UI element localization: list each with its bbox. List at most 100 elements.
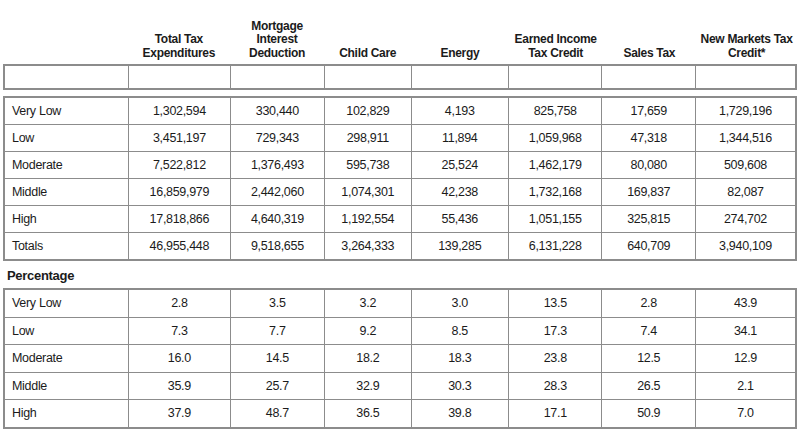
percentage-cell: 25.7 (230, 372, 324, 400)
amount-cell: 274,702 (695, 206, 796, 233)
percentage-cell: 7.4 (602, 317, 695, 345)
amount-cell: 640,709 (602, 233, 695, 261)
amount-cell: 42,238 (411, 179, 508, 206)
row-label: Moderate (4, 152, 129, 179)
percentage-cell: 17.3 (509, 317, 602, 345)
amount-cell: 298,911 (325, 125, 411, 152)
percentage-cell: 18.2 (325, 345, 411, 373)
header-cell-mortgage-interest-deduction: Mortgage Interest Deduction (230, 2, 325, 64)
percentage-cell: 18.3 (411, 345, 508, 373)
table-row-moderate: Moderate 7,522,812 1,376,493 595,738 25,… (4, 152, 796, 179)
amount-cell: 47,318 (602, 125, 695, 152)
percentage-cell: 7.3 (129, 317, 231, 345)
percentage-cell: 37.9 (129, 400, 231, 428)
amount-cell: 1,344,516 (695, 125, 796, 152)
amount-cell: 11,894 (411, 125, 508, 152)
amount-cell: 1,059,968 (509, 125, 602, 152)
table-row-pct-very-low: Very Low 2.8 3.5 3.2 3.0 13.5 2.8 43.9 (4, 289, 796, 317)
amount-cell: 1,051,155 (509, 206, 602, 233)
amount-cell: 9,518,655 (230, 233, 324, 261)
empty-row (4, 65, 796, 89)
amount-cell: 729,343 (230, 125, 324, 152)
amount-cell: 1,732,168 (509, 179, 602, 206)
empty-cell (4, 65, 129, 89)
amount-cell: 16,859,979 (129, 179, 231, 206)
amount-cell: 1,729,196 (695, 97, 796, 125)
header-cell-child-care: Child Care (324, 2, 411, 64)
percentage-cell: 2.8 (602, 289, 695, 317)
column-header-row: Total Tax Expenditures Mortgage Interest… (3, 2, 797, 64)
empty-cell (325, 65, 411, 89)
amount-cell: 80,080 (602, 152, 695, 179)
amount-cell: 825,758 (509, 97, 602, 125)
table-row-high: High 17,818,866 4,640,319 1,192,554 55,4… (4, 206, 796, 233)
empty-cell (602, 65, 695, 89)
percentage-section-heading: Percentage (3, 261, 797, 288)
amount-cell: 46,955,448 (129, 233, 231, 261)
table-row-pct-high: High 37.9 48.7 36.5 39.8 17.1 50.9 7.0 (4, 400, 796, 428)
percentage-cell: 2.8 (129, 289, 231, 317)
percentage-cell: 17.1 (509, 400, 602, 428)
percentage-cell: 3.2 (325, 289, 411, 317)
table-row-pct-moderate: Moderate 16.0 14.5 18.2 18.3 23.8 12.5 1… (4, 345, 796, 373)
amount-cell: 102,829 (325, 97, 411, 125)
amount-cell: 6,131,228 (509, 233, 602, 261)
header-cell-sales-tax: Sales Tax (602, 2, 696, 64)
empty-cell (411, 65, 508, 89)
percentage-cell: 39.8 (411, 400, 508, 428)
percentage-cell: 36.5 (325, 400, 411, 428)
row-label: Totals (4, 233, 129, 261)
percentage-cell: 28.3 (509, 372, 602, 400)
amount-cell: 1,302,594 (129, 97, 231, 125)
table-row-pct-low: Low 7.3 7.7 9.2 8.5 17.3 7.4 34.1 (4, 317, 796, 345)
amount-cell: 509,608 (695, 152, 796, 179)
amount-cell: 17,818,866 (129, 206, 231, 233)
header-cell-earned-income-tax-credit: Earned Income Tax Credit (509, 2, 603, 64)
table-row-totals: Totals 46,955,448 9,518,655 3,264,333 13… (4, 233, 796, 261)
percentage-cell: 35.9 (129, 372, 231, 400)
amount-cell: 7,522,812 (129, 152, 231, 179)
percentage-cell: 43.9 (695, 289, 796, 317)
row-label: Very Low (4, 289, 129, 317)
amounts-table: Very Low 1,302,594 330,440 102,829 4,193… (3, 96, 797, 261)
amount-cell: 4,193 (411, 97, 508, 125)
percentage-cell: 48.7 (230, 400, 324, 428)
amount-cell: 4,640,319 (230, 206, 324, 233)
percentage-cell: 14.5 (230, 345, 324, 373)
empty-cell (230, 65, 324, 89)
empty-cell (695, 65, 796, 89)
percentage-cell: 12.9 (695, 345, 796, 373)
amount-cell: 55,436 (411, 206, 508, 233)
percentage-cell: 30.3 (411, 372, 508, 400)
header-cell-blank (3, 2, 128, 64)
empty-cell (129, 65, 231, 89)
percentage-cell: 16.0 (129, 345, 231, 373)
amount-cell: 3,264,333 (325, 233, 411, 261)
header-cell-new-markets-tax-credit: New Markets Tax Credit* (696, 2, 797, 64)
percentage-cell: 9.2 (325, 317, 411, 345)
amount-cell: 2,442,060 (230, 179, 324, 206)
table-row-low: Low 3,451,197 729,343 298,911 11,894 1,0… (4, 125, 796, 152)
row-label: Middle (4, 372, 129, 400)
table-row-very-low: Very Low 1,302,594 330,440 102,829 4,193… (4, 97, 796, 125)
percentage-cell: 13.5 (509, 289, 602, 317)
amount-cell: 3,451,197 (129, 125, 231, 152)
table-row-middle: Middle 16,859,979 2,442,060 1,074,301 42… (4, 179, 796, 206)
row-label: Low (4, 317, 129, 345)
amount-cell: 330,440 (230, 97, 324, 125)
percentage-cell: 26.5 (602, 372, 695, 400)
amount-cell: 595,738 (325, 152, 411, 179)
amount-cell: 139,285 (411, 233, 508, 261)
row-label: Moderate (4, 345, 129, 373)
amount-cell: 1,192,554 (325, 206, 411, 233)
amount-cell: 17,659 (602, 97, 695, 125)
table-row-pct-middle: Middle 35.9 25.7 32.9 30.3 28.3 26.5 2.1 (4, 372, 796, 400)
row-label: High (4, 400, 129, 428)
amount-cell: 25,524 (411, 152, 508, 179)
amount-cell: 1,462,179 (509, 152, 602, 179)
percentage-cell: 7.7 (230, 317, 324, 345)
percentage-cell: 8.5 (411, 317, 508, 345)
tax-expenditure-table: Total Tax Expenditures Mortgage Interest… (0, 0, 800, 429)
percentage-cell: 34.1 (695, 317, 796, 345)
row-label: Very Low (4, 97, 129, 125)
